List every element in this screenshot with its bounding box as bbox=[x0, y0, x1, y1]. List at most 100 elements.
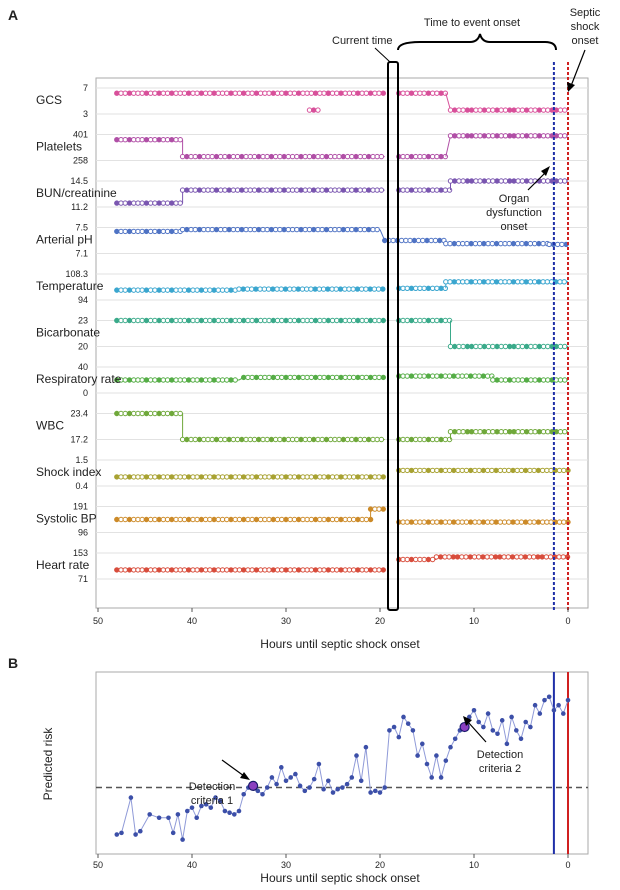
risk-point bbox=[354, 753, 359, 758]
risk-point bbox=[232, 812, 237, 817]
series-point bbox=[442, 90, 449, 96]
risk-point bbox=[175, 812, 181, 817]
series-point bbox=[378, 153, 385, 160]
risk-point bbox=[471, 707, 477, 713]
risk-point bbox=[415, 753, 420, 758]
risk-point bbox=[241, 791, 246, 797]
risk-point bbox=[410, 728, 416, 733]
detection-criteria-1-point bbox=[248, 780, 259, 791]
risk-point bbox=[481, 724, 486, 730]
time-to-event-brace bbox=[397, 33, 557, 51]
risk-point bbox=[180, 837, 185, 842]
risk-point bbox=[405, 721, 411, 726]
row-label: Systolic BP bbox=[36, 512, 97, 526]
risk-point bbox=[326, 778, 331, 784]
septic-shock-label-3: onset bbox=[572, 35, 599, 47]
risk-point bbox=[401, 714, 406, 720]
series-row bbox=[114, 373, 568, 383]
x-tick-label: 0 bbox=[565, 860, 570, 870]
risk-point bbox=[213, 795, 218, 800]
risk-point bbox=[330, 790, 336, 795]
panel-b-frame bbox=[95, 671, 589, 855]
row-tick-low: 258 bbox=[73, 156, 88, 166]
row-tick-low: 3 bbox=[83, 109, 88, 119]
x-tick-label: 50 bbox=[93, 616, 103, 626]
series-point bbox=[380, 567, 386, 573]
risk-point bbox=[236, 808, 242, 814]
risk-point bbox=[279, 765, 284, 770]
x-tick-label: 40 bbox=[187, 616, 197, 626]
current-time-label: Current time bbox=[332, 35, 393, 47]
series-point bbox=[177, 137, 183, 143]
panel-a-grid bbox=[96, 87, 588, 580]
risk-point bbox=[302, 788, 308, 794]
row-tick-low: 0 bbox=[83, 388, 88, 398]
series-point bbox=[562, 178, 568, 184]
series-point bbox=[177, 410, 183, 417]
septic-shock-arrow-line bbox=[570, 49, 586, 87]
organ-dysfunction-label-2: dysfunction bbox=[486, 207, 542, 219]
risk-point bbox=[264, 785, 270, 790]
row-tick-high: 23 bbox=[78, 316, 88, 326]
series-point bbox=[442, 153, 449, 160]
series-point bbox=[380, 374, 386, 381]
risk-point bbox=[452, 736, 458, 742]
series-point bbox=[380, 506, 386, 512]
detection-criteria-1-arrow-line bbox=[221, 759, 245, 777]
x-tick-label: 40 bbox=[187, 860, 197, 870]
series-point bbox=[378, 187, 385, 193]
risk-point bbox=[297, 783, 303, 789]
row-tick-high: 23.4 bbox=[70, 409, 88, 419]
series-step bbox=[445, 135, 451, 157]
row-tick-low: 7.1 bbox=[75, 249, 88, 259]
risk-point bbox=[203, 802, 209, 807]
x-tick-label: 50 bbox=[93, 860, 103, 870]
risk-point bbox=[490, 728, 496, 733]
series-point bbox=[315, 107, 321, 113]
detection-criteria-2-label-2: criteria 2 bbox=[479, 763, 521, 775]
panel-b-letter: B bbox=[8, 655, 18, 671]
risk-point bbox=[255, 788, 261, 794]
risk-point bbox=[133, 832, 138, 837]
series-point bbox=[562, 343, 568, 350]
risk-point bbox=[274, 781, 279, 787]
risk-point bbox=[349, 775, 355, 780]
detection-criteria-2-arrow-head bbox=[463, 716, 472, 726]
row-tick-low: 0.4 bbox=[75, 481, 88, 491]
series-row bbox=[114, 467, 571, 480]
series-point bbox=[446, 436, 453, 443]
row-tick-high: 1.5 bbox=[75, 455, 88, 465]
series-row bbox=[114, 506, 571, 525]
row-tick-low: 20 bbox=[78, 342, 88, 352]
series-point bbox=[562, 107, 568, 113]
risk-point bbox=[542, 697, 547, 703]
row-tick-high: 191 bbox=[73, 502, 88, 512]
row-tick-high: 401 bbox=[73, 130, 88, 140]
risk-point bbox=[156, 815, 162, 821]
series-point bbox=[562, 133, 568, 139]
series-row bbox=[114, 226, 569, 248]
series-point bbox=[374, 226, 380, 233]
risk-point bbox=[382, 785, 388, 790]
panel-a-x-axis-label: Hours until septic shock onset bbox=[260, 637, 420, 651]
risk-point bbox=[185, 808, 190, 814]
risk-point bbox=[448, 744, 453, 750]
x-tick-label: 0 bbox=[565, 616, 570, 626]
series-step bbox=[445, 93, 451, 111]
series-point bbox=[380, 317, 386, 324]
series-row bbox=[114, 133, 568, 160]
x-tick-label: 10 bbox=[469, 616, 479, 626]
panel-b-x-ticks: 50 40 30 20 10 0 bbox=[93, 854, 571, 870]
risk-point bbox=[565, 697, 571, 703]
risk-point bbox=[485, 711, 491, 716]
risk-point bbox=[138, 828, 143, 834]
risk-point bbox=[499, 718, 505, 723]
row-tick-high: 7.5 bbox=[75, 223, 88, 233]
row-label: GCS bbox=[36, 93, 62, 107]
organ-dysfunction-arrow-line bbox=[527, 171, 547, 191]
risk-point bbox=[518, 736, 524, 742]
risk-point bbox=[537, 711, 543, 716]
row-tick-low: 17.2 bbox=[70, 435, 88, 445]
organ-dysfunction-label-1: Organ bbox=[499, 193, 530, 205]
